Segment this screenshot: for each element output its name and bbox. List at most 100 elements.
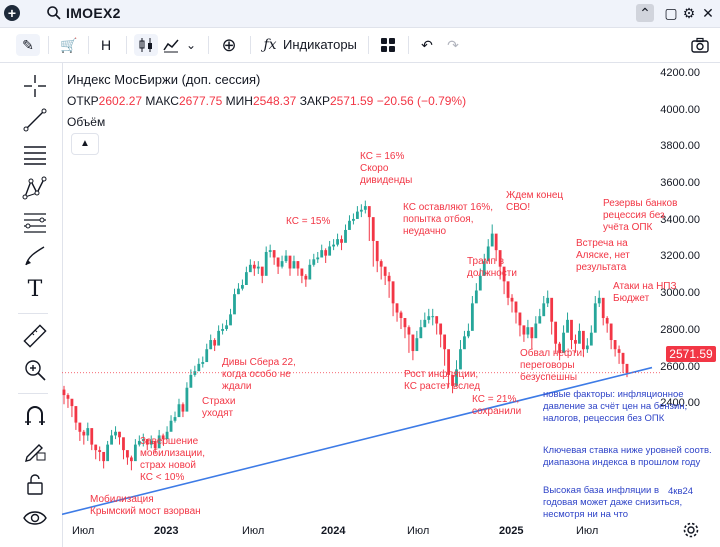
divider — [208, 36, 209, 54]
candle-body — [581, 330, 585, 350]
zoom-in-icon[interactable] — [22, 357, 48, 383]
candle-body — [316, 257, 320, 260]
annotation-npz: Атаки на НПЗ Бюджет — [613, 281, 677, 304]
candle-body — [518, 312, 522, 326]
chevron-down-icon[interactable]: ⌄ — [185, 38, 197, 52]
gear-icon[interactable] — [682, 521, 700, 539]
candles-group — [62, 200, 629, 471]
candle-body — [173, 417, 177, 421]
top-bar: + IMOEX2 ⌃ ▢ ⚙ ✕ — [0, 0, 720, 28]
cart-icon[interactable]: 🛒 — [60, 37, 78, 53]
x-tick-label: 2023 — [154, 525, 179, 537]
pencil-icon[interactable]: ✎ — [16, 34, 40, 56]
lock-pencil-icon[interactable] — [22, 437, 48, 463]
horizontal-lines-icon[interactable] — [22, 141, 48, 167]
candle-body — [332, 244, 336, 247]
maximize-icon[interactable]: ▢ — [664, 5, 678, 21]
candle-body — [470, 303, 474, 331]
candle-body — [474, 290, 478, 304]
candle-body — [585, 345, 589, 350]
area-chart-icon[interactable] — [160, 34, 182, 56]
add-symbol-button[interactable]: + — [4, 5, 20, 21]
ruler-icon[interactable] — [22, 323, 48, 349]
divider — [18, 393, 48, 394]
candle-body — [467, 330, 470, 337]
candles-icon[interactable] — [134, 34, 158, 56]
price-chart[interactable] — [62, 63, 720, 547]
annotation-ks21: КС = 21%, сохранили — [472, 394, 522, 417]
candle-body — [276, 257, 280, 267]
candle-body — [165, 431, 169, 440]
candle-body — [114, 431, 117, 436]
candle-body — [320, 250, 324, 258]
annotation-svo: Ждем конец СВО! — [506, 190, 564, 213]
last-price-tag: 2571.59 — [666, 346, 716, 362]
candle-body — [455, 369, 458, 386]
candle-body — [463, 336, 466, 350]
fibonacci-tool-icon[interactable] — [22, 209, 48, 235]
indicators-button[interactable]: Индикаторы — [283, 37, 357, 52]
divider — [368, 36, 369, 54]
candle-body — [399, 312, 403, 319]
camera-icon[interactable] — [690, 34, 710, 56]
candle-body — [494, 233, 498, 251]
candle-body — [256, 266, 260, 269]
crosshair-icon[interactable] — [22, 73, 48, 99]
chart-pane[interactable]: Индекс МосБиржи (доп. сессия) ОТКР2602.2… — [62, 63, 720, 547]
eye-icon[interactable] — [22, 505, 48, 531]
chart-toolbar: ✎ 🛒 Н ⌄ ⊕ ƒx Индикаторы ↶ ↷ — [0, 28, 720, 63]
candle-body — [133, 444, 137, 462]
candle-body — [264, 251, 268, 276]
function-icon[interactable]: ƒx — [263, 37, 277, 53]
candle-body — [312, 259, 316, 265]
lock-icon[interactable] — [22, 471, 48, 497]
candle-body — [459, 349, 462, 370]
note-4q24: 4кв24 — [668, 486, 694, 497]
candle-body — [62, 389, 66, 396]
candle-body — [205, 349, 209, 363]
candle-body — [308, 264, 312, 280]
settings-icon[interactable]: ⚙ — [682, 5, 696, 21]
candle-body — [272, 250, 276, 258]
candle-body — [340, 239, 343, 243]
annotation-fears: Страхи уходят — [202, 396, 236, 419]
collapse-legend-button[interactable]: ▲ — [71, 133, 99, 155]
candle-body — [237, 288, 240, 295]
candle-body — [383, 266, 387, 276]
candle-body — [90, 428, 94, 445]
candle-body — [197, 363, 201, 372]
annotation-inflation: Рост инфляции, КС растет вслед — [404, 369, 481, 392]
collapse-up-icon[interactable]: ⌃ — [636, 4, 654, 22]
interval-button[interactable]: Н — [100, 37, 112, 53]
candle-body — [66, 395, 70, 399]
layout-grid-icon[interactable] — [378, 34, 398, 56]
compare-add-icon[interactable]: ⊕ — [221, 35, 237, 55]
candle-body — [82, 431, 86, 436]
candle-body — [534, 323, 538, 339]
note-key-rate: Ключевая ставка ниже уровней соотв. диап… — [543, 445, 712, 468]
candle-body — [359, 209, 363, 212]
candle-body — [145, 439, 149, 445]
trendline-tool-icon[interactable] — [22, 107, 48, 133]
redo-icon[interactable]: ↷ — [447, 37, 459, 53]
candle-body — [241, 284, 244, 289]
undo-icon[interactable]: ↶ — [421, 37, 433, 53]
candle-body — [304, 275, 308, 280]
close-label: ЗАКР — [299, 94, 330, 108]
close-icon[interactable]: ✕ — [702, 5, 714, 21]
candle-body — [348, 220, 351, 230]
magnet-icon[interactable] — [22, 403, 48, 429]
candle-body — [407, 327, 411, 335]
brush-icon[interactable] — [22, 243, 48, 269]
pattern-tool-icon[interactable] — [22, 175, 48, 201]
candle-body — [387, 275, 391, 282]
text-tool-icon[interactable]: T — [27, 277, 43, 302]
candle-body — [209, 340, 213, 350]
candle-body — [74, 406, 78, 423]
candle-body — [395, 303, 399, 313]
candle-body — [415, 338, 419, 352]
symbol-search[interactable]: IMOEX2 — [40, 4, 620, 22]
annotation-ks15: КС = 15% — [286, 216, 331, 227]
x-tick-label: Июл — [576, 525, 599, 537]
candle-body — [526, 327, 530, 335]
